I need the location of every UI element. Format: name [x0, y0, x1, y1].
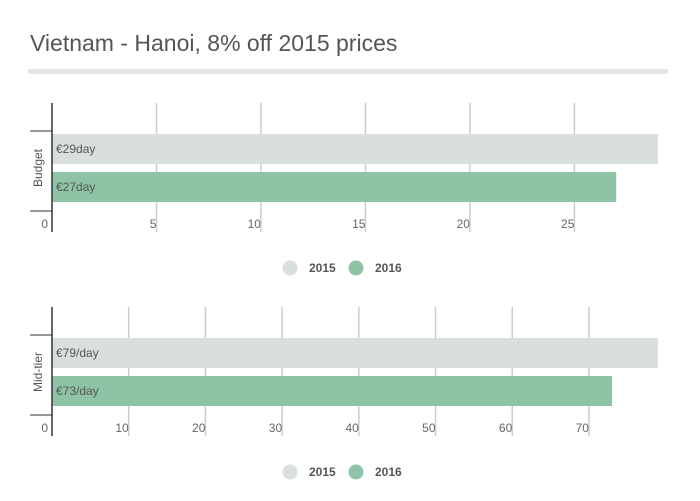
chart1-x-tick-label: 20 — [457, 217, 471, 231]
chart2-x-tick-label: 30 — [269, 421, 283, 435]
chart2-x-tick-label: 60 — [499, 421, 513, 435]
chart1-bar-2015 — [52, 134, 658, 164]
chart1-x-tick-label: 15 — [352, 217, 366, 231]
chart2-x-tick-label: 10 — [115, 421, 129, 435]
chart1-legend-label-2015: 2015 — [309, 261, 336, 275]
chart1-x-tick-label: 5 — [150, 217, 157, 231]
chart1-bar-2016 — [52, 172, 617, 202]
chart2-category-label: Mid-tier — [31, 352, 45, 392]
chart2-legend-swatch-2016 — [348, 464, 364, 480]
chart1-x-tick-label: 0 — [41, 217, 48, 231]
chart2-x-tick-label: 40 — [345, 421, 359, 435]
chart2-legend-swatch-2015 — [282, 464, 298, 480]
chart1-x-tick-label: 10 — [248, 217, 262, 231]
chart2-x-tick-label: 50 — [422, 421, 436, 435]
chart2-x-tick-label: 70 — [576, 421, 590, 435]
chart-title: Vietnam - Hanoi, 8% off 2015 prices — [30, 30, 398, 56]
chart2-bar-2015 — [52, 338, 658, 368]
title-divider — [28, 69, 668, 74]
chart1-category-label: Budget — [31, 148, 45, 187]
chart2-legend-label-2015: 2015 — [309, 465, 336, 479]
chart2-bar-label-2015: €79/day — [56, 346, 99, 360]
chart1-bar-label-2016: €27day — [56, 180, 95, 194]
chart1-legend-swatch-2016 — [348, 260, 364, 276]
chart1-legend-swatch-2015 — [282, 260, 298, 276]
chart2-x-tick-label: 20 — [192, 421, 206, 435]
chart1-legend-label-2016: 2016 — [375, 261, 402, 275]
chart1-bar-label-2015: €29day — [56, 142, 95, 156]
chart1-x-tick-label: 25 — [561, 217, 575, 231]
chart2-bar-2016 — [52, 376, 612, 406]
chart2-legend-label-2016: 2016 — [375, 465, 402, 479]
chart2-x-tick-label: 0 — [41, 421, 48, 435]
chart2-bar-label-2016: €73/day — [56, 384, 99, 398]
